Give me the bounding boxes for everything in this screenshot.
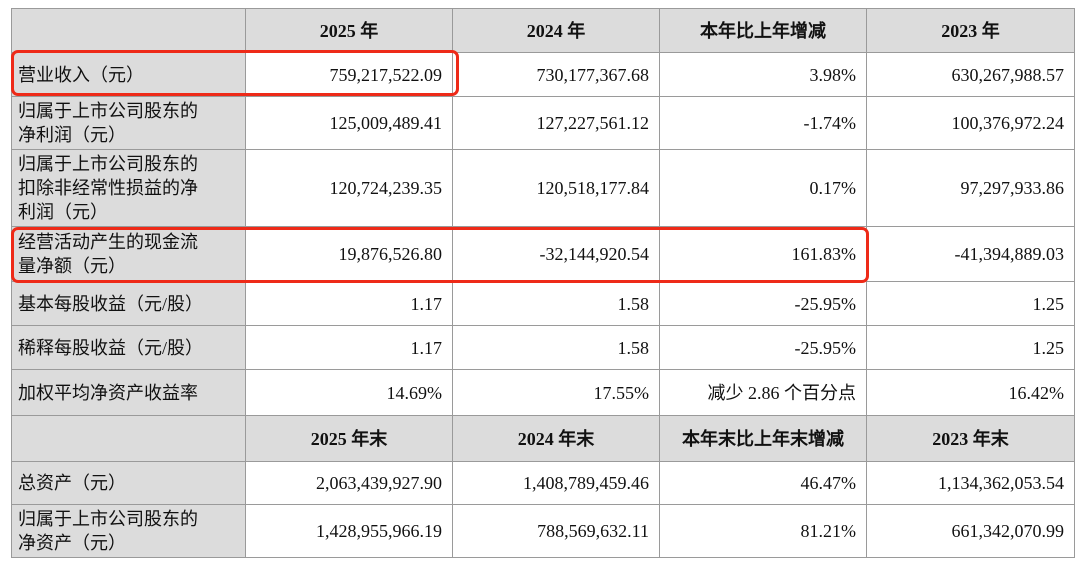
table-row: 稀释每股收益（元/股） 1.17 1.58 -25.95% 1.25 xyxy=(11,325,1075,370)
value-cell: 16.42% xyxy=(866,369,1075,416)
value-cell: 1,134,362,053.54 xyxy=(866,461,1075,505)
header-corner xyxy=(11,415,246,462)
header-cell: 2025 年末 xyxy=(245,415,453,462)
value-cell: -32,144,920.54 xyxy=(452,226,660,282)
financial-summary-table: 2025 年 2024 年 本年比上年增减 2023 年 营业收入（元） 759… xyxy=(11,8,1075,558)
table-row: 归属于上市公司股东的 净资产（元） 1,428,955,966.19 788,56… xyxy=(11,504,1075,558)
value-cell: 减少 2.86 个百分点 xyxy=(659,369,867,416)
table-row: 归属于上市公司股东的 净利润（元） 125,009,489.41 127,227,… xyxy=(11,96,1075,150)
value-cell: 630,267,988.57 xyxy=(866,52,1075,97)
value-cell: 2,063,439,927.90 xyxy=(245,461,453,505)
value-cell: 0.17% xyxy=(659,149,867,227)
row-label: 营业收入（元） xyxy=(11,52,246,97)
header-cell: 本年末比上年末增减 xyxy=(659,415,867,462)
row-label: 归属于上市公司股东的 扣除非经常性损益的净 利润（元） xyxy=(11,149,246,227)
value-cell: 1.58 xyxy=(452,281,660,326)
row-label: 归属于上市公司股东的 净资产（元） xyxy=(11,504,246,558)
value-cell: 759,217,522.09 xyxy=(245,52,453,97)
value-cell: 19,876,526.80 xyxy=(245,226,453,282)
value-cell: 46.47% xyxy=(659,461,867,505)
row-label: 经营活动产生的现金流 量净额（元） xyxy=(11,226,246,282)
row-label: 稀释每股收益（元/股） xyxy=(11,325,246,370)
header-corner xyxy=(11,8,246,53)
row-label: 归属于上市公司股东的 净利润（元） xyxy=(11,96,246,150)
row-label: 总资产（元） xyxy=(11,461,246,505)
row-label: 加权平均净资产收益率 xyxy=(11,369,246,416)
value-cell: 120,724,239.35 xyxy=(245,149,453,227)
value-cell: 1.25 xyxy=(866,281,1075,326)
value-cell: 3.98% xyxy=(659,52,867,97)
value-cell: 1,428,955,966.19 xyxy=(245,504,453,558)
value-cell: 161.83% xyxy=(659,226,867,282)
header-cell: 2024 年末 xyxy=(452,415,660,462)
header-row: 2025 年末 2024 年末 本年末比上年末增减 2023 年末 xyxy=(11,415,1075,462)
value-cell: -25.95% xyxy=(659,281,867,326)
value-cell: 1.58 xyxy=(452,325,660,370)
header-cell: 2023 年末 xyxy=(866,415,1075,462)
value-cell: 661,342,070.99 xyxy=(866,504,1075,558)
value-cell: 14.69% xyxy=(245,369,453,416)
value-cell: 125,009,489.41 xyxy=(245,96,453,150)
value-cell: 730,177,367.68 xyxy=(452,52,660,97)
value-cell: 120,518,177.84 xyxy=(452,149,660,227)
row-label: 基本每股收益（元/股） xyxy=(11,281,246,326)
value-cell: -25.95% xyxy=(659,325,867,370)
value-cell: 97,297,933.86 xyxy=(866,149,1075,227)
value-cell: -41,394,889.03 xyxy=(866,226,1075,282)
header-cell: 2025 年 xyxy=(245,8,453,53)
value-cell: 788,569,632.11 xyxy=(452,504,660,558)
header-cell: 2023 年 xyxy=(866,8,1075,53)
value-cell: -1.74% xyxy=(659,96,867,150)
table-row: 总资产（元） 2,063,439,927.90 1,408,789,459.46… xyxy=(11,461,1075,505)
table-row: 归属于上市公司股东的 扣除非经常性损益的净 利润（元） 120,724,239.35… xyxy=(11,149,1075,227)
value-cell: 81.21% xyxy=(659,504,867,558)
value-cell: 17.55% xyxy=(452,369,660,416)
value-cell: 1.25 xyxy=(866,325,1075,370)
table-row: 营业收入（元） 759,217,522.09 730,177,367.68 3.… xyxy=(11,52,1075,97)
value-cell: 1.17 xyxy=(245,281,453,326)
value-cell: 1,408,789,459.46 xyxy=(452,461,660,505)
header-row: 2025 年 2024 年 本年比上年增减 2023 年 xyxy=(11,8,1075,53)
value-cell: 127,227,561.12 xyxy=(452,96,660,150)
table-row: 基本每股收益（元/股） 1.17 1.58 -25.95% 1.25 xyxy=(11,281,1075,326)
table-row: 加权平均净资产收益率 14.69% 17.55% 减少 2.86 个百分点 16… xyxy=(11,369,1075,416)
header-cell: 本年比上年增减 xyxy=(659,8,867,53)
value-cell: 1.17 xyxy=(245,325,453,370)
table-row: 经营活动产生的现金流 量净额（元） 19,876,526.80 -32,144,9… xyxy=(11,226,1075,282)
value-cell: 100,376,972.24 xyxy=(866,96,1075,150)
header-cell: 2024 年 xyxy=(452,8,660,53)
